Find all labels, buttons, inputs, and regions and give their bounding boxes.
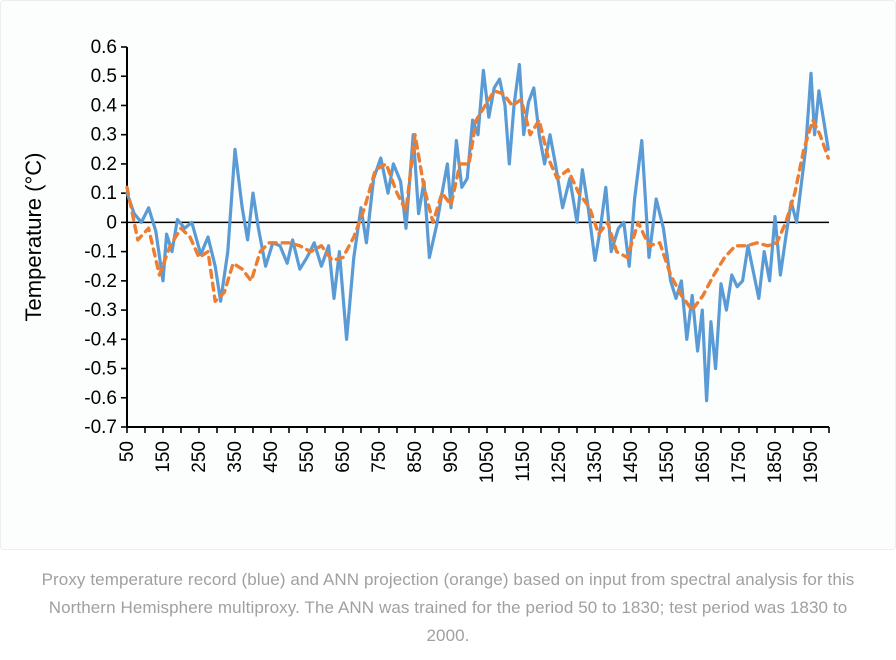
y-tick-label: -0.7: [84, 417, 117, 438]
x-tick-label: 150: [153, 441, 174, 473]
x-tick-label: 1350: [585, 441, 606, 483]
y-tick-label: 0.2: [91, 154, 117, 175]
x-tick-label: 1050: [477, 441, 498, 483]
y-tick-label: -0.3: [84, 300, 117, 321]
figure-caption: Proxy temperature record (blue) and ANN …: [0, 550, 896, 660]
y-tick-label: 0: [106, 212, 117, 233]
x-tick-label: 1950: [801, 441, 822, 483]
y-tick-label: -0.1: [84, 242, 117, 263]
x-tick-label: 1750: [729, 441, 750, 483]
y-tick-label: 0.6: [91, 37, 117, 58]
x-tick-label: 250: [189, 441, 210, 473]
x-tick-label: 850: [405, 441, 426, 473]
x-tick-label: 1550: [657, 441, 678, 483]
x-tick-label: 1250: [549, 441, 570, 483]
y-tick-label: 0.3: [91, 125, 117, 146]
y-tick-label: 0.1: [91, 183, 117, 204]
y-tick-label: 0.4: [91, 95, 118, 116]
y-axis-title: Temperature (°C): [21, 153, 46, 322]
plot-area: 0.6 0.5 0.4 0.3 0.2 0.1 0 -0.1 -0.2 -0.3 -0.4 -0.5 -…: [0, 0, 896, 550]
figure-card: 0.6 0.5 0.4 0.3 0.2 0.1 0 -0.1 -0.2 -0.3 -0.4 -0.5 -…: [0, 0, 896, 660]
y-tick-label: -0.2: [84, 271, 117, 292]
y-tick-label: -0.6: [84, 388, 117, 409]
y-tick-label: -0.5: [84, 359, 117, 380]
x-tick-label: 950: [441, 441, 462, 473]
x-tick-label: 350: [225, 441, 246, 473]
temperature-line-chart: 0.6 0.5 0.4 0.3 0.2 0.1 0 -0.1 -0.2 -0.3 -0.4 -0.5 -…: [9, 19, 849, 539]
x-tick-label: 1850: [765, 441, 786, 483]
x-tick-label: 750: [369, 441, 390, 473]
x-tick-label: 450: [261, 441, 282, 473]
x-tick-label: 1450: [621, 441, 642, 483]
y-tick-label: -0.4: [84, 329, 117, 350]
x-tick-label: 650: [333, 441, 354, 473]
x-tick-label: 1650: [693, 441, 714, 483]
x-tick-label: 50: [117, 441, 138, 462]
x-tick-label: 1150: [513, 441, 534, 482]
x-tick-label: 550: [297, 441, 318, 473]
y-tick-label: 0.5: [91, 66, 117, 87]
